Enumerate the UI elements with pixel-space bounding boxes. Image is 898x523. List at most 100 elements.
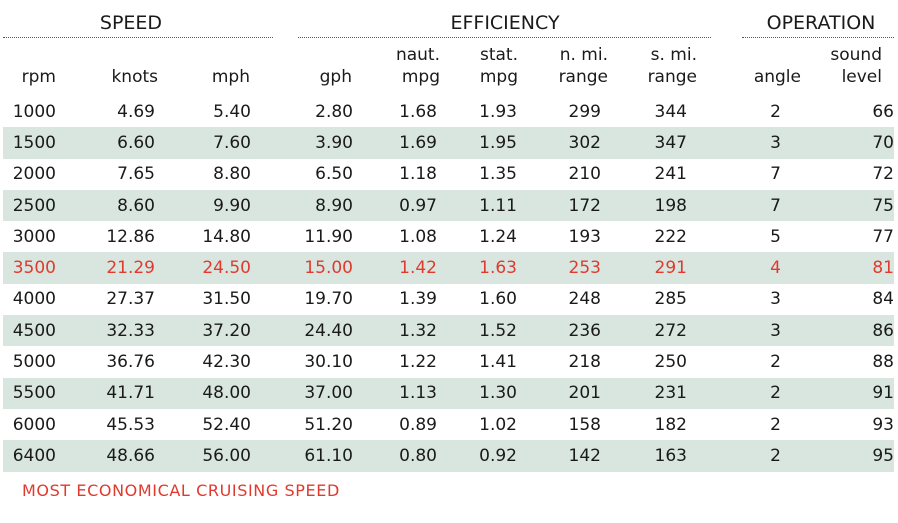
header-gph-line2: gph xyxy=(319,67,352,87)
cell-knots: 21.29 xyxy=(56,252,155,284)
cell-naut-mpg: 1.08 xyxy=(399,226,437,247)
cell-knots: 27.37 xyxy=(106,289,155,310)
cell-angle: 2 xyxy=(687,377,781,409)
cell-sound-level: 70 xyxy=(781,127,894,159)
cell-naut-mpg: 1.13 xyxy=(353,377,437,409)
cell-naut-mpg: 1.39 xyxy=(399,289,437,310)
header-stat-mpg-line2: mpg xyxy=(479,67,518,87)
cell-rpm: 3000 xyxy=(12,226,56,247)
cell-stat-mpg: 1.63 xyxy=(437,252,517,284)
cell-angle: 7 xyxy=(687,189,781,222)
cell-gph: 6.50 xyxy=(315,164,353,185)
cell-rpm: 1000 xyxy=(12,101,56,122)
table-row: 3500 21.29 24.50 15.00 1.42 1.63 253 291 4 81 xyxy=(3,252,894,284)
cell-mph: 56.00 xyxy=(155,440,251,472)
cell-angle: 4 xyxy=(687,252,781,284)
cell-rpm: 4500 xyxy=(3,315,56,347)
cell-n-mi-range: 299 xyxy=(568,101,601,122)
performance-table-body: 1000 4.69 5.40 2.80 1.68 1.93 299 344 2 66 1500 6.6… xyxy=(3,96,894,472)
group-title-speed: SPEED xyxy=(99,12,163,34)
cell-gph: 3.90 xyxy=(251,127,353,159)
header-n-mi-range-line2: range xyxy=(558,67,608,87)
cell-stat-mpg: 1.93 xyxy=(479,101,517,122)
cell-rpm: 1500 xyxy=(3,127,56,159)
cell-n-mi-range: 248 xyxy=(568,289,601,310)
cell-n-mi-range: 142 xyxy=(517,440,601,472)
cell-sound-level: 84 xyxy=(872,289,894,310)
group-rule-operation xyxy=(742,37,894,38)
table-row: 5000 36.76 42.30 30.10 1.22 1.41 218 250 2 88 xyxy=(3,346,894,377)
cell-sound-level: 81 xyxy=(781,252,894,284)
cell-knots: 8.60 xyxy=(56,189,155,222)
cell-sound-level: 91 xyxy=(781,377,894,409)
footnote-legend: MOST ECONOMICAL CRUISING SPEED xyxy=(22,481,340,500)
cell-naut-mpg: 1.32 xyxy=(353,315,437,347)
cell-angle: 7 xyxy=(770,164,781,185)
header-sound-level-line1: sound xyxy=(830,45,882,65)
cell-knots: 4.69 xyxy=(117,101,155,122)
cell-mph: 52.40 xyxy=(202,414,251,435)
cell-n-mi-range: 210 xyxy=(568,164,601,185)
cell-angle: 2 xyxy=(770,414,781,435)
table-row: 2000 7.65 8.80 6.50 1.18 1.35 210 241 7 72 xyxy=(3,159,894,190)
cell-s-mi-range: 231 xyxy=(601,377,687,409)
cell-s-mi-range: 291 xyxy=(601,252,687,284)
cell-angle: 2 xyxy=(770,352,781,373)
header-mph: mph xyxy=(198,42,250,88)
cell-stat-mpg: 1.02 xyxy=(479,414,517,435)
cell-naut-mpg: 1.22 xyxy=(399,352,437,373)
cell-n-mi-range: 236 xyxy=(517,315,601,347)
cell-angle: 5 xyxy=(770,226,781,247)
table-row: 5500 41.71 48.00 37.00 1.13 1.30 201 231 2 91 xyxy=(3,377,894,409)
cell-gph: 15.00 xyxy=(251,252,353,284)
cell-s-mi-range: 250 xyxy=(654,352,687,373)
cell-n-mi-range: 193 xyxy=(568,226,601,247)
cell-gph: 30.10 xyxy=(304,352,353,373)
cell-knots: 45.53 xyxy=(106,414,155,435)
cell-s-mi-range: 163 xyxy=(601,440,687,472)
cell-naut-mpg: 0.89 xyxy=(399,414,437,435)
cell-sound-level: 88 xyxy=(872,352,894,373)
header-mph-line2: mph xyxy=(211,67,250,87)
cell-naut-mpg: 1.18 xyxy=(399,164,437,185)
cell-rpm: 5000 xyxy=(12,352,56,373)
header-naut-mpg-line1: naut. xyxy=(395,45,440,65)
cell-knots: 7.65 xyxy=(117,164,155,185)
header-knots-line2: knots xyxy=(111,67,158,87)
cell-angle: 2 xyxy=(770,101,781,122)
cell-naut-mpg: 1.42 xyxy=(353,252,437,284)
cell-knots: 48.66 xyxy=(56,440,155,472)
cell-s-mi-range: 198 xyxy=(601,189,687,222)
cell-stat-mpg: 1.95 xyxy=(437,127,517,159)
cell-naut-mpg: 1.68 xyxy=(399,101,437,122)
cell-knots: 36.76 xyxy=(106,352,155,373)
header-n-mi-range-line1: n. mi. xyxy=(559,45,608,65)
header-rpm: rpm xyxy=(8,42,56,88)
header-stat-mpg-line1: stat. xyxy=(479,45,518,65)
cell-stat-mpg: 1.11 xyxy=(437,189,517,222)
table-row: 2500 8.60 9.90 8.90 0.97 1.11 172 198 7 75 xyxy=(3,189,894,222)
cell-angle: 3 xyxy=(770,289,781,310)
cell-rpm: 5500 xyxy=(3,377,56,409)
group-title-efficiency: EFFICIENCY xyxy=(450,12,560,34)
cell-mph: 8.80 xyxy=(213,164,251,185)
cell-stat-mpg: 1.52 xyxy=(437,315,517,347)
header-gph: gph xyxy=(298,42,352,88)
table-row: 1000 4.69 5.40 2.80 1.68 1.93 299 344 2 66 xyxy=(3,96,894,127)
cell-angle: 2 xyxy=(687,440,781,472)
table-row: 6400 48.66 56.00 61.10 0.80 0.92 142 163 2 95 xyxy=(3,440,894,472)
cell-mph: 42.30 xyxy=(202,352,251,373)
header-angle: angle xyxy=(745,42,801,88)
cell-s-mi-range: 347 xyxy=(601,127,687,159)
cell-sound-level: 86 xyxy=(781,315,894,347)
cell-rpm: 2500 xyxy=(3,189,56,222)
cell-naut-mpg: 1.69 xyxy=(353,127,437,159)
cell-s-mi-range: 241 xyxy=(654,164,687,185)
header-naut-mpg-line2: mpg xyxy=(401,67,440,87)
cell-rpm: 6400 xyxy=(3,440,56,472)
cell-mph: 9.90 xyxy=(155,189,251,222)
table-row: 4000 27.37 31.50 19.70 1.39 1.60 248 285 3 84 xyxy=(3,284,894,315)
cell-mph: 37.20 xyxy=(155,315,251,347)
cell-rpm: 6000 xyxy=(12,414,56,435)
performance-table: 1000 4.69 5.40 2.80 1.68 1.93 299 344 2 66 1500 6.6… xyxy=(3,96,894,472)
